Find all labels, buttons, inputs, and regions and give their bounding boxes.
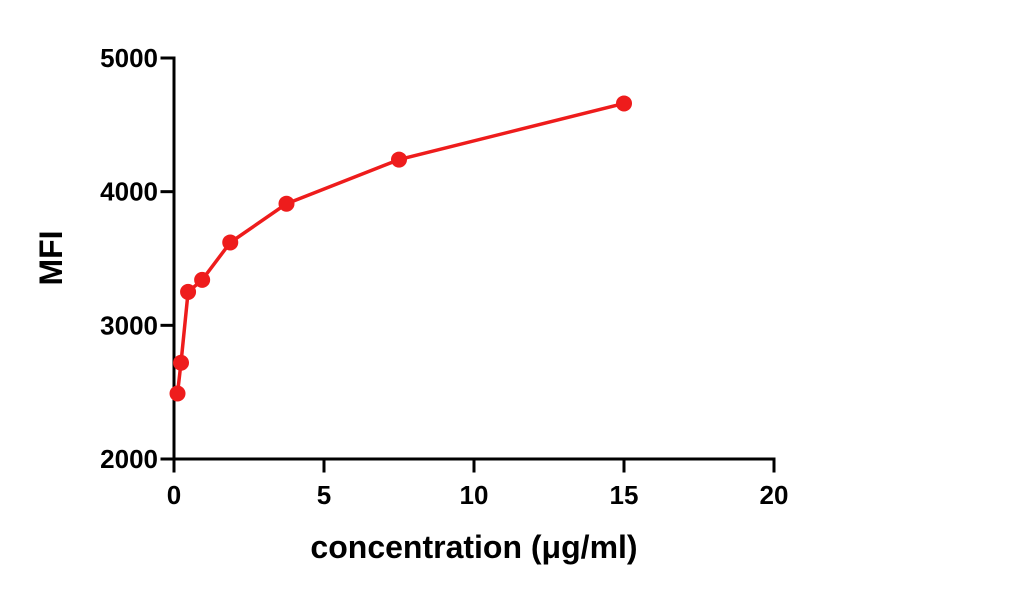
x-tick-label: 15 [610, 480, 639, 510]
y-tick-label: 4000 [100, 177, 158, 207]
y-axis-title: MFI [33, 230, 69, 285]
x-axis-title: concentration (μg/ml) [310, 529, 637, 565]
data-point [391, 151, 407, 168]
y-tick-label: 2000 [100, 444, 158, 474]
data-point [194, 271, 211, 288]
axes: 2000 3000 4000 5000 0 5 10 15 20 [100, 43, 788, 510]
data-point [180, 283, 197, 300]
data-point [222, 234, 239, 251]
data-point [278, 195, 295, 212]
series-layer [169, 95, 632, 402]
x-tick-label: 10 [460, 480, 489, 510]
y-tick-label: 5000 [100, 43, 158, 73]
series-line [175, 101, 625, 394]
data-point [173, 354, 190, 371]
data-point [616, 95, 632, 112]
y-tick-label: 3000 [100, 310, 158, 340]
x-tick-label: 5 [317, 480, 331, 510]
data-point [169, 385, 186, 402]
x-tick-label: 20 [760, 480, 789, 510]
x-tick-label: 0 [167, 480, 181, 510]
